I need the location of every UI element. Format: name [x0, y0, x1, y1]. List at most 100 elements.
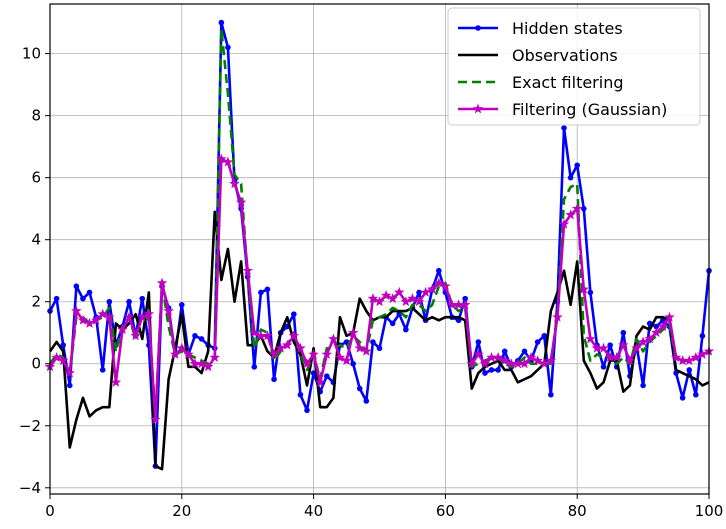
data-point-filtering-gaussian	[473, 348, 484, 359]
data-point-hidden-states	[179, 302, 185, 308]
data-point-hidden-states	[356, 385, 363, 392]
data-point-filtering-gaussian	[591, 342, 603, 353]
data-point-filtering-gaussian	[664, 311, 675, 322]
data-point-filtering-gaussian	[552, 311, 563, 322]
y-tick-label: 4	[31, 231, 41, 249]
y-tick-label: −4	[19, 479, 41, 497]
data-point-hidden-states	[416, 289, 422, 296]
data-point-hidden-states	[396, 311, 403, 317]
data-point-filtering-gaussian	[459, 299, 471, 310]
data-point-hidden-states	[541, 333, 548, 339]
axis-ticks: 0 20 40 60 80 100 −4 −2 0 2 4 6 8 10	[19, 45, 723, 520]
data-point-hidden-states	[501, 348, 508, 355]
y-tick-label: 6	[31, 169, 41, 187]
x-tick-label: 0	[45, 502, 55, 520]
data-point-filtering-gaussian	[143, 308, 155, 319]
data-point-filtering-gaussian	[97, 308, 108, 319]
data-point-hidden-states	[389, 320, 396, 327]
data-point-filtering-gaussian	[196, 358, 207, 369]
data-point-hidden-states	[370, 339, 376, 345]
y-tick-label: 10	[22, 45, 41, 63]
data-point-hidden-states	[607, 342, 613, 348]
data-point-filtering-gaussian	[486, 352, 497, 362]
y-tick-label: 0	[31, 355, 41, 373]
data-point-hidden-states	[482, 370, 488, 376]
legend-label: Observations	[512, 46, 618, 65]
data-point-filtering-gaussian	[558, 218, 570, 229]
legend-marker	[475, 25, 481, 31]
data-point-hidden-states	[251, 364, 258, 370]
data-point-hidden-states	[225, 44, 231, 51]
data-point-filtering-gaussian	[308, 348, 319, 359]
data-point-filtering-gaussian	[123, 311, 135, 322]
data-point-filtering-gaussian	[367, 293, 379, 304]
data-point-filtering-gaussian	[657, 321, 669, 331]
data-point-hidden-states	[291, 311, 297, 317]
data-point-hidden-states	[264, 286, 271, 293]
data-point-filtering-gaussian	[229, 178, 240, 189]
data-point-filtering-gaussian	[525, 352, 537, 362]
data-point-filtering-gaussian	[644, 333, 655, 344]
data-point-filtering-gaussian	[77, 314, 89, 325]
data-point-hidden-states	[258, 289, 264, 296]
data-point-hidden-states	[53, 295, 60, 302]
y-tick-label: −2	[19, 417, 41, 435]
data-point-hidden-states	[580, 205, 587, 212]
plot-frame	[49, 3, 710, 495]
data-point-filtering-gaussian	[598, 342, 609, 353]
data-point-hidden-states	[548, 391, 554, 398]
data-point-filtering-gaussian	[420, 286, 431, 297]
data-point-filtering-gaussian	[110, 376, 122, 387]
data-point-filtering-gaussian	[400, 296, 412, 307]
data-point-filtering-gaussian	[288, 330, 300, 341]
data-point-hidden-states	[699, 333, 706, 339]
data-point-filtering-gaussian	[176, 342, 188, 353]
data-point-filtering-gaussian	[426, 283, 438, 294]
data-point-filtering-gaussian	[163, 305, 174, 316]
data-point-filtering-gaussian	[255, 330, 267, 341]
data-point-hidden-states	[653, 323, 660, 330]
data-point-filtering-gaussian	[565, 209, 576, 220]
data-point-filtering-gaussian	[453, 299, 464, 310]
data-point-filtering-gaussian	[130, 330, 141, 341]
data-point-hidden-states	[376, 345, 383, 352]
data-point-hidden-states	[534, 339, 541, 345]
data-point-filtering-gaussian	[321, 348, 333, 359]
data-point-filtering-gaussian	[433, 277, 445, 288]
data-point-filtering-gaussian	[242, 265, 253, 276]
data-point-filtering-gaussian	[512, 358, 524, 369]
data-point-hidden-states	[436, 267, 442, 274]
y-tick-label: 2	[31, 293, 41, 311]
data-point-filtering-gaussian	[209, 352, 220, 362]
x-tick-label: 40	[304, 502, 323, 520]
data-point-filtering-gaussian	[545, 355, 557, 366]
data-point-hidden-states	[403, 326, 409, 333]
data-point-filtering-gaussian	[354, 342, 365, 353]
series-filtering-gaussian	[44, 153, 715, 425]
legend-item-observations: Observations	[458, 46, 618, 65]
data-point-hidden-states	[587, 289, 594, 296]
data-point-hidden-states	[218, 19, 225, 26]
data-point-filtering-gaussian	[361, 345, 372, 356]
data-point-filtering-gaussian	[117, 324, 128, 335]
data-point-hidden-states	[86, 289, 93, 296]
data-point-filtering-gaussian	[249, 327, 260, 338]
data-point-hidden-states	[304, 407, 310, 414]
data-point-hidden-states	[297, 391, 304, 398]
data-point-filtering-gaussian	[677, 355, 688, 366]
data-point-hidden-states	[640, 382, 646, 389]
data-point-filtering-gaussian	[479, 358, 491, 369]
data-point-hidden-states	[60, 342, 66, 348]
data-point-filtering-gaussian	[156, 277, 168, 288]
data-point-filtering-gaussian	[328, 333, 339, 344]
data-point-filtering-gaussian	[611, 352, 622, 362]
data-point-filtering-gaussian	[169, 348, 181, 359]
data-point-hidden-states	[271, 376, 277, 383]
x-tick-label: 60	[436, 502, 455, 520]
data-point-filtering-gaussian	[380, 290, 392, 300]
data-point-filtering-gaussian	[104, 311, 115, 322]
data-point-hidden-states	[350, 360, 356, 367]
data-point-filtering-gaussian	[519, 358, 530, 369]
data-point-hidden-states	[521, 348, 528, 355]
